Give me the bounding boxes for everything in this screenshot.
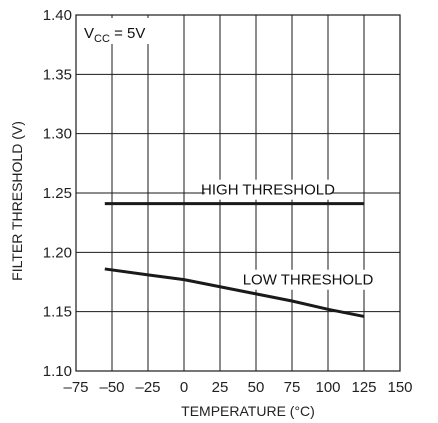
series-labels: HIGH THRESHOLD LOW THRESHOLD (201, 179, 374, 290)
x-tick-label: 150 (387, 379, 412, 396)
y-tick-label: 1.30 (43, 126, 72, 143)
x-tick-label: 50 (248, 379, 265, 396)
x-tick-label: 25 (212, 379, 229, 396)
x-tick-label: 75 (284, 379, 301, 396)
y-tick-label: 1.35 (43, 66, 72, 83)
tick-labels: –75 –50 –25 0 25 50 75 100 125 150 1.10 1.15 1.20 1.2… (43, 7, 413, 396)
y-tick-label: 1.40 (43, 7, 72, 24)
x-tick-label: 100 (315, 379, 340, 396)
series-lines (104, 202, 365, 318)
high-threshold-label-backdrop (205, 179, 331, 200)
plot-frame (75, 14, 401, 372)
vcc-annotation: VCC = 5V (78, 18, 156, 45)
y-tick-label: 1.25 (43, 185, 72, 202)
x-tick-label: 125 (351, 379, 376, 396)
y-axis-title: FILTER THRESHOLD (V) (9, 121, 25, 281)
x-tick-label: –75 (63, 379, 88, 396)
y-tick-label: 1.15 (43, 304, 72, 321)
low-threshold-line (104, 267, 365, 318)
vcc-annotation-backdrop (78, 18, 156, 44)
x-tick-label: –50 (99, 379, 124, 396)
y-tick-label: 1.10 (43, 363, 72, 380)
low-threshold-label: LOW THRESHOLD (243, 272, 374, 289)
high-threshold-label: HIGH THRESHOLD (201, 182, 335, 199)
vcc-annotation-text: VCC = 5V (84, 25, 145, 45)
low-threshold-label-backdrop (249, 269, 367, 290)
x-tick-label: –25 (135, 379, 160, 396)
x-tick-label: 0 (180, 379, 188, 396)
x-axis-title: TEMPERATURE (°C) (181, 403, 315, 419)
y-tick-label: 1.20 (43, 244, 72, 261)
